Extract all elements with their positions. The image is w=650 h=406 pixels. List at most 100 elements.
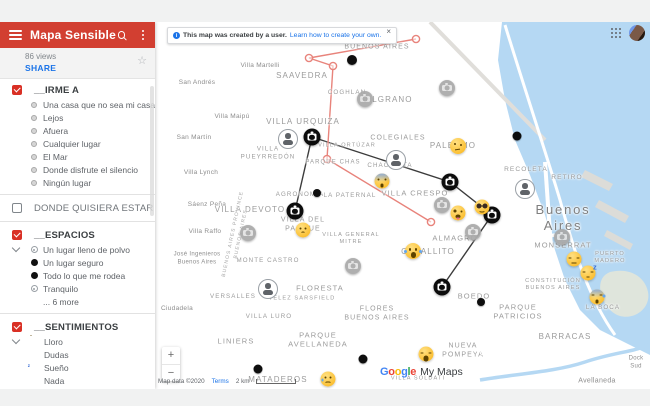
legend-item[interactable]: Dudas (0, 348, 155, 361)
photo-ghost-icon[interactable] (477, 348, 489, 360)
layer-title[interactable]: DONDE QUISIERA ESTAR (34, 202, 154, 214)
share-link[interactable]: SHARE (25, 63, 57, 73)
my-maps-label: My Maps (420, 366, 463, 378)
user-avatar[interactable] (629, 25, 645, 41)
legend-item[interactable]: Ningún lugar (0, 176, 155, 189)
route-node[interactable] (426, 217, 436, 227)
layer-checkbox-checked[interactable] (12, 230, 22, 240)
emoji-icon: z (27, 363, 30, 368)
black-camera-marker[interactable] (303, 128, 321, 146)
emoji-marker-think[interactable] (450, 138, 466, 154)
legend-item[interactable]: Donde disfrute el silencio (0, 163, 155, 176)
layer-title[interactable]: __IRME A (34, 84, 80, 96)
route-node[interactable] (411, 34, 421, 44)
person-marker[interactable] (258, 279, 278, 299)
black-dot-marker[interactable] (477, 298, 485, 306)
photo-ghost-icon[interactable] (352, 218, 364, 230)
emoji-marker-anxious[interactable] (589, 289, 606, 305)
legend-item[interactable]: Tranquilo (0, 282, 155, 295)
legend-item[interactable]: Un lugar lleno de polvo (0, 243, 155, 256)
zoom-in-button[interactable]: + (162, 347, 180, 365)
legend-item[interactable]: z Sueño (0, 361, 155, 374)
black-dot-marker[interactable] (313, 189, 321, 197)
legend-item[interactable]: Todo lo que me rodea (0, 269, 155, 282)
route-line-red[interactable] (308, 38, 432, 223)
layer-header[interactable]: __SENTIMIENTOS (0, 319, 155, 335)
place-icon (30, 114, 38, 122)
sidebar-scrollbar[interactable] (150, 86, 154, 216)
person-marker[interactable] (515, 179, 535, 199)
layer-checkbox-checked[interactable] (12, 322, 22, 332)
map-data-text: Map data ©2020 (158, 378, 205, 385)
layer-divider (0, 313, 155, 314)
star-icon[interactable]: ☆ (137, 55, 147, 67)
legend-item[interactable]: Un lugar seguro (0, 256, 155, 269)
menu-icon[interactable] (9, 29, 22, 41)
route-node[interactable] (322, 154, 332, 164)
emoji-marker-zany[interactable] (450, 205, 466, 221)
gray-camera-marker[interactable] (357, 91, 373, 107)
legend-item[interactable]: Una casa que no sea mi casa (0, 98, 155, 111)
gray-camera-marker[interactable] (465, 224, 481, 240)
legend-item[interactable]: Cualquier lugar (0, 137, 155, 150)
my-maps-logo[interactable]: Google My Maps (380, 366, 463, 378)
google-apps-grid-icon[interactable] (611, 28, 622, 39)
legend-item[interactable]: Afuera (0, 124, 155, 137)
place-icon (30, 101, 38, 109)
layer-checkbox-unchecked[interactable] (12, 203, 22, 213)
layer-title[interactable]: __ESPACIOS (34, 229, 95, 241)
layer-checkbox-checked[interactable] (12, 85, 22, 95)
layer-header[interactable]: __ESPACIOS (0, 227, 155, 243)
person-marker[interactable] (278, 129, 298, 149)
emoji-marker-sleep[interactable]: z (580, 263, 597, 281)
legend-item[interactable]: ... 6 more (0, 295, 155, 308)
gray-camera-marker[interactable] (434, 197, 450, 213)
layer-header[interactable]: __IRME A (0, 82, 155, 98)
sidebar-header: Mapa Sensible (0, 22, 155, 48)
layer-title[interactable]: __SENTIMIENTOS (34, 321, 119, 333)
emoji-marker-frown[interactable] (295, 222, 311, 238)
black-camera-marker[interactable] (286, 202, 304, 220)
black-dot-marker[interactable] (512, 131, 522, 141)
legend-item-label: Nada (44, 375, 65, 386)
photo-ghost-icon[interactable] (322, 308, 334, 320)
scale-bar (256, 379, 297, 384)
emoji-marker-yawn[interactable] (418, 346, 434, 362)
legend-item[interactable]: El Mar (0, 150, 155, 163)
legend-item[interactable]: Nada (0, 374, 155, 387)
more-options-icon[interactable] (140, 28, 146, 42)
gray-camera-marker[interactable] (439, 80, 455, 96)
emoji-marker-cry[interactable] (320, 371, 336, 387)
black-dot-marker[interactable] (358, 354, 368, 364)
layer-items: Una casa que no sea mi casa Lejos Afuera Cu… (0, 98, 155, 189)
photo-ghost-icon[interactable] (509, 255, 521, 267)
emoji-marker-fear[interactable] (374, 173, 390, 189)
view-count: 86 views (25, 52, 57, 61)
legend-item-label: El Mar (43, 151, 68, 162)
black-dot-marker[interactable] (347, 55, 357, 65)
emoji-marker-nerd[interactable] (474, 199, 490, 215)
terms-link[interactable]: Terms (211, 378, 229, 385)
legend-item[interactable]: Lloro (0, 335, 155, 348)
black-camera-marker[interactable] (433, 278, 451, 296)
route-node[interactable] (304, 53, 314, 63)
zoom-out-button[interactable]: − (167, 366, 175, 379)
railway-band (428, 22, 547, 142)
search-icon[interactable] (117, 31, 126, 39)
emoji-marker-pensive[interactable] (566, 251, 582, 267)
gray-camera-marker[interactable] (345, 258, 361, 274)
emoji-marker-sob[interactable] (404, 243, 422, 259)
black-camera-marker[interactable] (441, 173, 459, 191)
gray-camera-marker[interactable] (554, 229, 570, 245)
banner-learn-link[interactable]: Learn how to create your own. (289, 32, 382, 39)
layer-irme-a: __IRME A Una casa que no sea mi casa Lejos… (0, 82, 155, 189)
banner-close-icon[interactable]: × (386, 27, 391, 36)
layer-header[interactable]: DONDE QUISIERA ESTAR (0, 200, 155, 216)
route-node[interactable] (328, 61, 338, 71)
black-dot-marker[interactable] (253, 364, 263, 374)
legend-item[interactable]: Lejos (0, 111, 155, 124)
gray-camera-marker[interactable] (240, 225, 256, 241)
person-marker[interactable] (386, 150, 406, 170)
puerto-madero-piers (581, 170, 633, 250)
